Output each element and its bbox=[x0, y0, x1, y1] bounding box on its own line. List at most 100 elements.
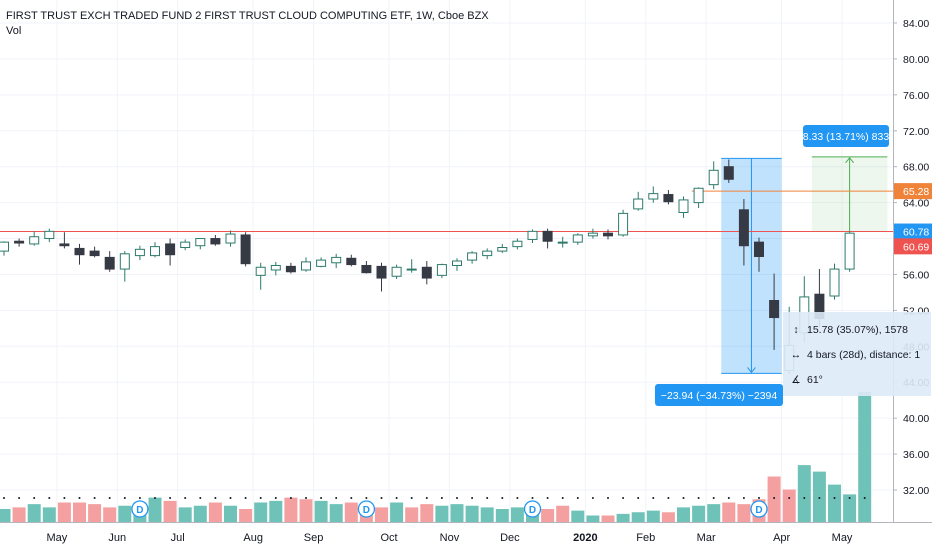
dividend-circle bbox=[750, 500, 768, 518]
candle bbox=[452, 258, 462, 271]
candle bbox=[738, 199, 749, 266]
candle-body bbox=[150, 246, 160, 257]
candle-body bbox=[754, 241, 764, 257]
candle-body bbox=[285, 265, 296, 273]
y-tick-label: 76.00 bbox=[903, 90, 929, 102]
candle-body bbox=[708, 169, 719, 186]
volume-ma-dot bbox=[380, 497, 383, 499]
volume-bar bbox=[148, 497, 162, 522]
candle-body bbox=[678, 199, 689, 213]
candle bbox=[829, 263, 840, 300]
volume-bar bbox=[616, 513, 630, 522]
candle-body bbox=[587, 232, 598, 237]
candle-body bbox=[436, 264, 447, 276]
dividend-marker[interactable]: D bbox=[523, 500, 542, 518]
volume-label: Vol bbox=[6, 25, 22, 37]
volume-bar bbox=[692, 505, 706, 522]
volume-bar bbox=[586, 515, 600, 522]
candle bbox=[436, 263, 447, 279]
candle bbox=[648, 186, 659, 203]
volume-bar bbox=[118, 505, 132, 522]
volume-bar bbox=[661, 512, 675, 522]
volume-ma-dot bbox=[244, 497, 247, 499]
x-tick-label: Dec bbox=[500, 532, 520, 544]
candle-body bbox=[738, 209, 749, 247]
candle bbox=[134, 245, 145, 261]
volume-bar bbox=[812, 471, 826, 522]
volume-bar bbox=[254, 502, 268, 522]
drop-measure-arrowhead bbox=[747, 367, 756, 374]
price-range-row: ↕ 15.78 (35.07%), 1578 bbox=[789, 322, 908, 338]
candle-body bbox=[467, 252, 478, 261]
price-tag: 60.78 bbox=[894, 223, 932, 240]
volume-bar bbox=[193, 505, 207, 522]
candle-body bbox=[165, 243, 176, 256]
dividend-marker[interactable]: D bbox=[131, 500, 149, 518]
candle-body bbox=[406, 268, 417, 271]
candle-body bbox=[648, 193, 659, 200]
candle bbox=[225, 230, 236, 247]
volume-ma-dot bbox=[214, 497, 217, 499]
bars-range-text: 4 bars (28d), distance: 1 bbox=[807, 349, 921, 361]
volume-bar bbox=[767, 476, 781, 522]
candle-body bbox=[255, 266, 266, 276]
volume-bar bbox=[329, 504, 343, 522]
volume-ma-dot bbox=[138, 497, 141, 499]
volume-bar bbox=[435, 505, 449, 522]
volume-ma-dot bbox=[652, 497, 655, 499]
volume-bars bbox=[0, 392, 872, 522]
candle-body bbox=[557, 241, 568, 244]
volume-ma-dot bbox=[637, 497, 640, 499]
volume-ma-dot bbox=[682, 497, 685, 499]
candle bbox=[29, 231, 40, 246]
candle bbox=[150, 242, 160, 258]
volume-ma-dot bbox=[93, 497, 96, 499]
y-tick-label: 40.00 bbox=[903, 413, 929, 425]
volume-ma-dot bbox=[456, 497, 458, 499]
candle bbox=[210, 234, 221, 246]
candle bbox=[255, 262, 266, 290]
volume-ma-dot bbox=[410, 497, 413, 499]
volume-bar bbox=[57, 502, 71, 522]
volume-ma-dot bbox=[848, 497, 851, 499]
volume-bar bbox=[299, 499, 313, 522]
rise-label-bg bbox=[803, 125, 889, 147]
volume-ma-dot bbox=[154, 497, 156, 499]
volume-ma-dot bbox=[591, 497, 594, 499]
volume-ma-dot bbox=[667, 497, 670, 499]
measure-info-box: ↕ 15.78 (35.07%), 1578 ↔ 4 bars (28d), dis… bbox=[783, 312, 931, 396]
x-tick-label: Jun bbox=[108, 532, 126, 544]
dividend-circle bbox=[357, 500, 376, 518]
candle-body bbox=[361, 264, 372, 274]
candle bbox=[769, 273, 780, 350]
candle bbox=[633, 191, 644, 211]
candle-body bbox=[618, 212, 629, 236]
candle-body bbox=[482, 250, 493, 257]
candle-body bbox=[663, 194, 674, 203]
measure-drawings[interactable] bbox=[721, 156, 888, 374]
dividend-marker[interactable]: D bbox=[357, 500, 376, 518]
price-axis[interactable]: 32.0036.0040.0044.0048.0052.0056.0060.00… bbox=[893, 0, 929, 522]
candle-body bbox=[391, 266, 402, 277]
volume-ma-dot bbox=[531, 497, 534, 499]
volume-ma-dot bbox=[335, 497, 338, 499]
y-tick-label: 64.00 bbox=[903, 198, 929, 210]
candle bbox=[421, 260, 432, 285]
volume-ma-dot bbox=[576, 497, 579, 499]
candle bbox=[603, 229, 613, 240]
candle-body bbox=[633, 198, 644, 210]
candle bbox=[497, 243, 508, 253]
dividend-marker[interactable]: D bbox=[750, 500, 768, 518]
volume-ma-dot bbox=[184, 497, 187, 499]
volume-ma-dot bbox=[727, 497, 730, 499]
volume-ma-dot bbox=[395, 497, 398, 499]
x-tick-label: Oct bbox=[380, 532, 397, 544]
volume-ma-dot bbox=[108, 497, 111, 499]
time-axis[interactable]: May Jun Jul Aug Sep Oct Nov Dec 2020 Feb Mar Apr May bbox=[0, 522, 932, 545]
price-tag-bg bbox=[894, 238, 932, 255]
angle-row: ∡ 61° bbox=[789, 372, 823, 388]
candle bbox=[74, 243, 85, 265]
volume-bar bbox=[375, 507, 388, 522]
